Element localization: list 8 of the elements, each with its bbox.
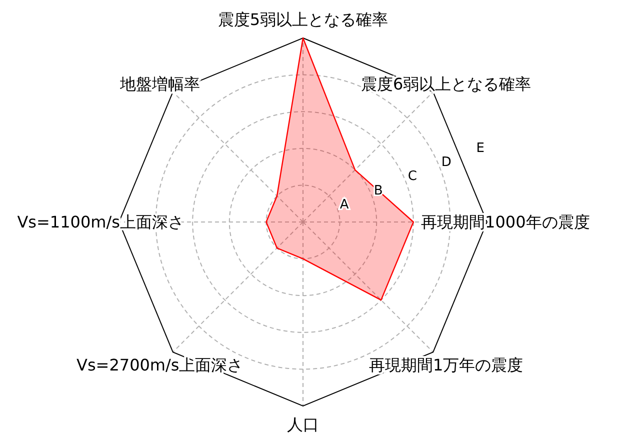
- spoke-label: Vs=1100m/s上面深さ: [17, 212, 184, 232]
- spoke-label: 震度5弱以上となる確率: [218, 10, 388, 30]
- spoke-label: 再現期間1000年の震度: [421, 212, 590, 232]
- y-tick-label: D: [441, 155, 452, 170]
- y-tick-label: C: [408, 169, 417, 184]
- y-tick-label: A: [340, 197, 349, 212]
- y-tick-label: E: [476, 141, 484, 156]
- spoke-label: 人口: [287, 414, 319, 434]
